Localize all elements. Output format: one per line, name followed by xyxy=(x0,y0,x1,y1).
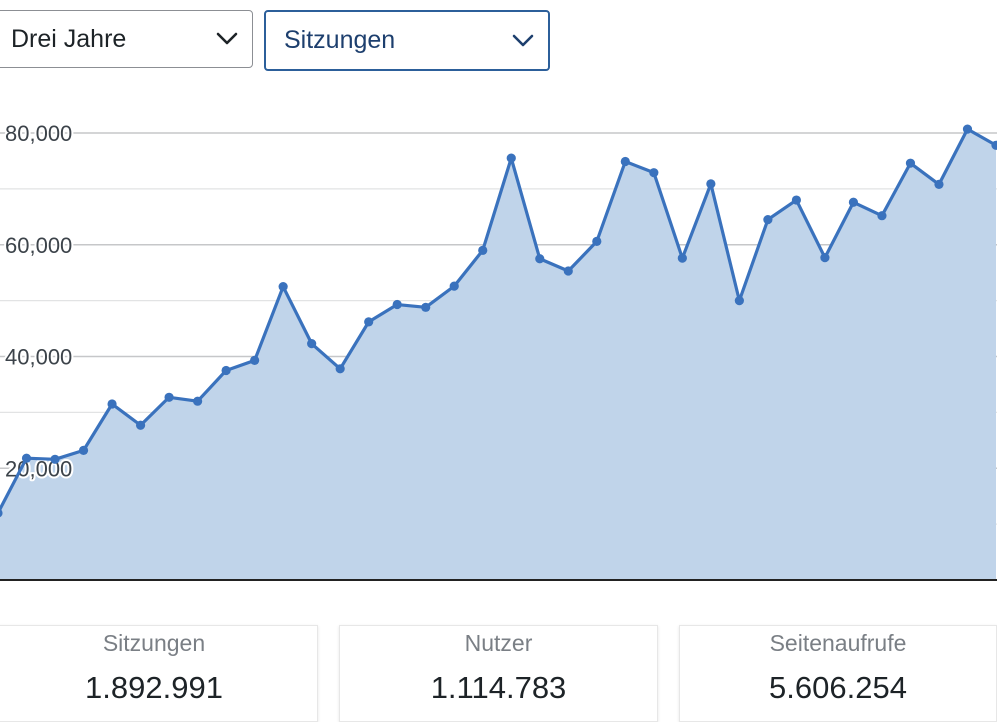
data-point[interactable] xyxy=(563,266,573,276)
data-point[interactable] xyxy=(164,392,174,402)
data-point[interactable] xyxy=(21,453,32,463)
data-point[interactable] xyxy=(193,396,203,406)
data-point[interactable] xyxy=(706,179,716,189)
data-point[interactable] xyxy=(478,245,488,255)
stat-card-value: 1.892.991 xyxy=(85,670,223,705)
data-point[interactable] xyxy=(649,168,659,178)
data-point[interactable] xyxy=(962,124,973,134)
sessions-line xyxy=(0,127,997,513)
data-point[interactable] xyxy=(535,254,545,264)
data-point[interactable] xyxy=(934,179,944,190)
data-point[interactable] xyxy=(221,365,231,376)
y-tick-label: 40,000 xyxy=(5,345,72,370)
data-point[interactable] xyxy=(278,282,288,292)
data-point[interactable] xyxy=(392,299,402,310)
data-point[interactable] xyxy=(848,197,859,207)
data-point[interactable] xyxy=(307,339,317,349)
data-point[interactable] xyxy=(335,364,345,374)
metric-select[interactable]: Sitzungen xyxy=(264,10,550,71)
date-range-select-value: Drei Jahre xyxy=(11,24,127,53)
data-point[interactable] xyxy=(592,236,602,246)
chevron-down-icon xyxy=(512,34,534,46)
stat-card-value: 1.114.783 xyxy=(430,670,567,705)
date-range-select[interactable]: Drei Jahre xyxy=(0,10,253,68)
stat-card-pageviews: Seitenaufrufe 5.606.254 xyxy=(679,625,997,722)
sessions-points xyxy=(0,124,997,518)
data-point[interactable] xyxy=(364,317,374,327)
data-point[interactable] xyxy=(791,195,802,205)
data-point[interactable] xyxy=(734,296,744,306)
stat-card-title: Seitenaufrufe xyxy=(769,630,907,656)
data-point[interactable] xyxy=(107,399,117,409)
data-point[interactable] xyxy=(506,153,516,163)
data-point[interactable] xyxy=(250,355,260,366)
data-point[interactable] xyxy=(677,253,687,263)
metric-select-value: Sitzungen xyxy=(284,26,396,54)
data-point[interactable] xyxy=(449,281,459,291)
stat-card-title: Nutzer xyxy=(464,630,533,656)
data-point[interactable] xyxy=(50,454,60,464)
data-point[interactable] xyxy=(620,156,630,167)
sessions-area xyxy=(0,129,996,580)
stat-card-title: Sitzungen xyxy=(102,630,206,656)
chevron-down-icon xyxy=(216,32,238,45)
data-point[interactable] xyxy=(135,420,146,430)
data-point[interactable] xyxy=(421,302,431,312)
data-point[interactable] xyxy=(820,253,830,263)
stat-card-value: 5.606.254 xyxy=(769,670,907,705)
data-point[interactable] xyxy=(78,445,89,455)
data-point[interactable] xyxy=(763,215,773,225)
stat-card-users: Nutzer 1.114.783 xyxy=(339,625,658,722)
stat-card-sessions: Sitzungen 1.892.991 xyxy=(0,625,318,722)
y-tick-label: 80,000 xyxy=(5,121,72,146)
data-point[interactable] xyxy=(877,211,887,221)
data-point[interactable] xyxy=(0,508,3,518)
data-point[interactable] xyxy=(905,158,916,168)
data-point[interactable] xyxy=(991,140,997,150)
y-tick-label: 60,000 xyxy=(5,233,72,258)
